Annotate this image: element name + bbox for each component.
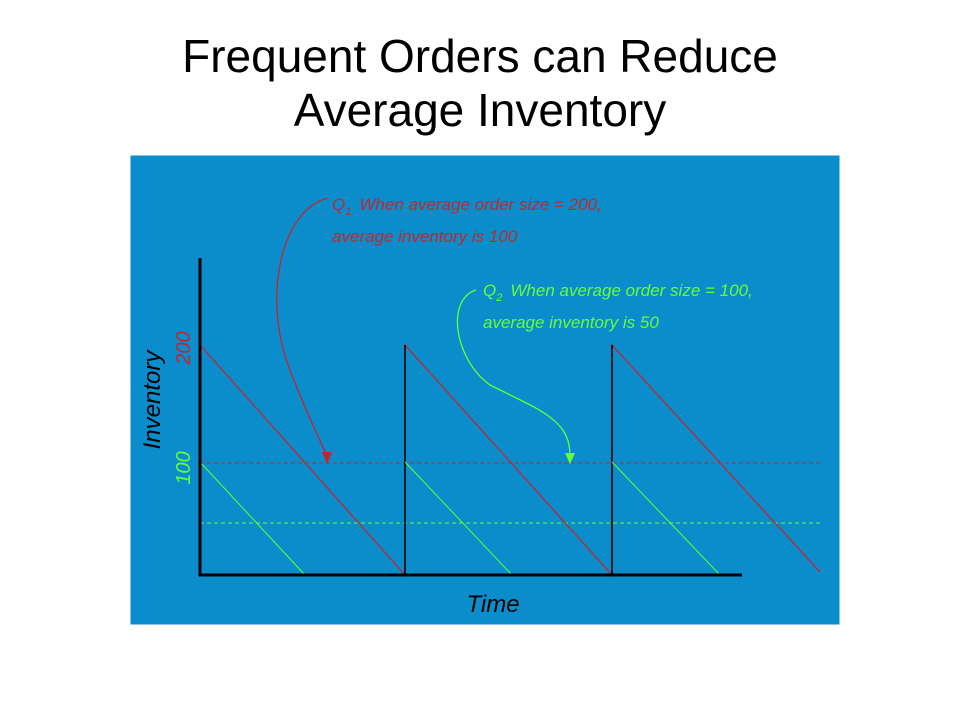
q1-sawtooth <box>199 343 821 577</box>
title-line: Average Inventory <box>294 84 667 136</box>
annotation: Q1 When average order size = 200, <box>332 195 602 218</box>
x-axis-label: Time <box>466 591 519 618</box>
annotation: Q2 When average order size = 100, <box>483 281 753 304</box>
title-line: Frequent Orders can Reduce <box>182 30 778 82</box>
subscript: 1 <box>345 206 351 218</box>
q2-sawtooth <box>611 461 721 576</box>
arrow <box>456 289 571 456</box>
arrow <box>276 197 329 457</box>
q2-sawtooth <box>404 461 513 576</box>
symbol: Q <box>332 195 345 214</box>
annotation-text: When average order size = 100, <box>510 281 752 300</box>
y-tick-label: 100 <box>173 451 195 484</box>
annotation: average inventory is 100 <box>332 227 518 246</box>
q2-sawtooth <box>199 461 306 576</box>
subscript: 2 <box>495 292 502 304</box>
arrowhead <box>565 453 575 464</box>
symbol: Q <box>483 281 496 300</box>
y-axis-label: Inventory <box>139 349 166 450</box>
panel <box>129 154 841 626</box>
annotation: average inventory is 50 <box>483 313 659 332</box>
arrowhead <box>322 452 332 464</box>
y-tick-label: 200 <box>173 331 195 365</box>
annotation-text: When average order size = 200, <box>359 195 601 214</box>
